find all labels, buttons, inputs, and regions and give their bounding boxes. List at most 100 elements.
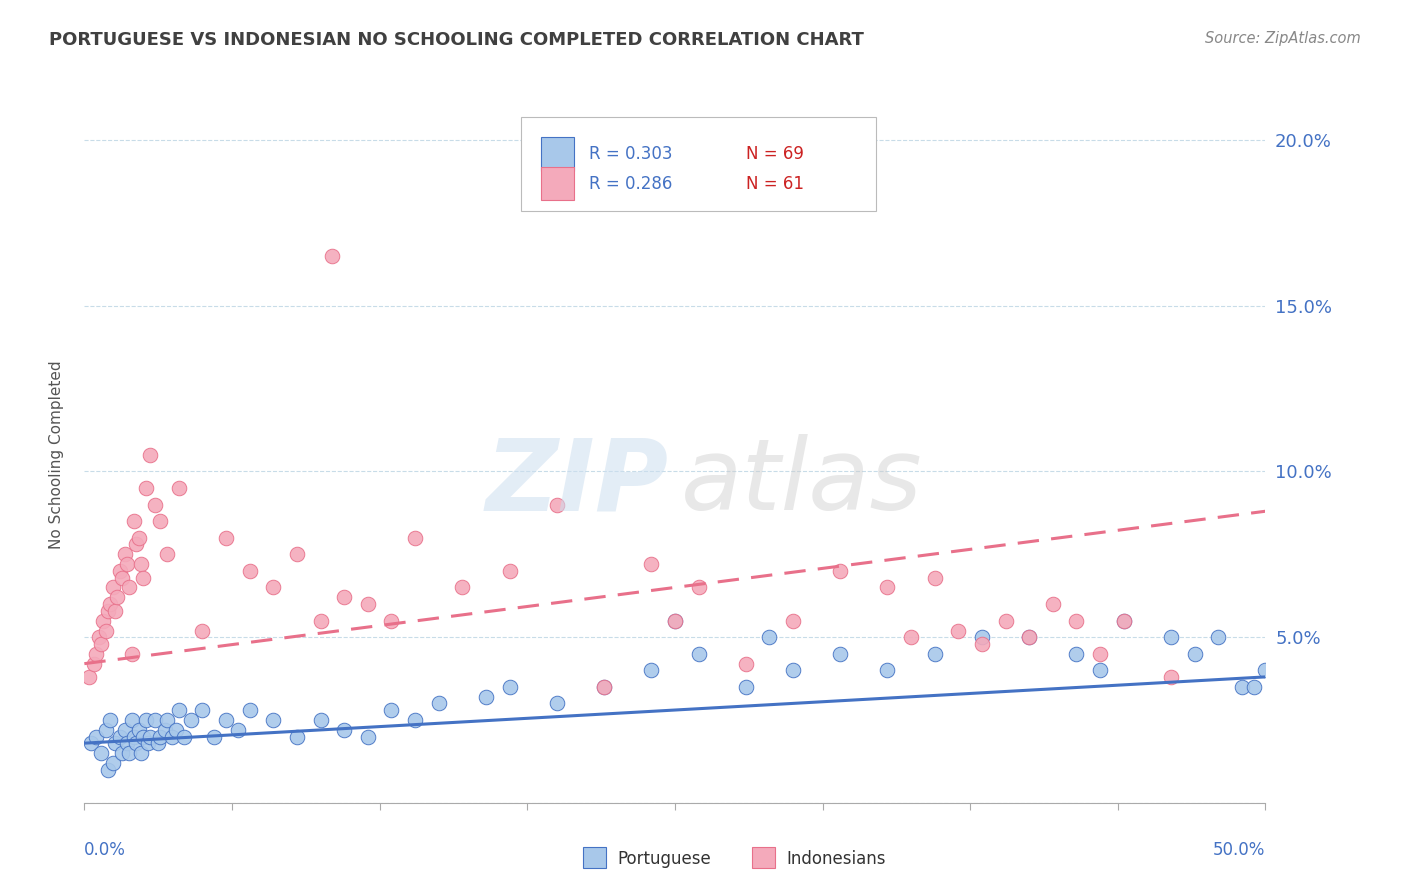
Point: [91, 614, 114, 628]
Point: [1018, 630, 1040, 644]
Point: [970, 630, 993, 644]
Text: R = 0.303: R = 0.303: [589, 145, 672, 163]
Point: [118, 581, 141, 595]
Point: [143, 713, 166, 727]
Text: R = 0.286: R = 0.286: [589, 175, 672, 193]
Point: [191, 703, 214, 717]
Point: [215, 713, 238, 727]
Point: [1088, 647, 1111, 661]
Point: [108, 564, 131, 578]
Text: PORTUGUESE VS INDONESIAN NO SCHOOLING COMPLETED CORRELATION CHART: PORTUGUESE VS INDONESIAN NO SCHOOLING CO…: [49, 31, 865, 49]
Point: [97, 604, 120, 618]
Point: [664, 614, 686, 628]
Point: [114, 723, 136, 737]
Point: [160, 730, 183, 744]
Point: [357, 730, 380, 744]
Point: [215, 531, 238, 545]
Point: [135, 713, 157, 727]
Text: 0.0%: 0.0%: [84, 841, 127, 859]
Point: [1160, 670, 1182, 684]
Point: [994, 614, 1017, 628]
Point: [309, 713, 332, 727]
Point: [546, 498, 568, 512]
Point: [101, 756, 124, 770]
FancyBboxPatch shape: [541, 137, 575, 170]
Point: [830, 564, 852, 578]
Point: [156, 547, 179, 561]
Point: [167, 481, 190, 495]
Point: [125, 537, 148, 551]
Point: [782, 614, 804, 628]
Point: [104, 604, 127, 618]
Text: Portuguese: Portuguese: [617, 850, 711, 868]
Point: [149, 514, 172, 528]
Point: [80, 736, 103, 750]
Text: Indonesians: Indonesians: [786, 850, 886, 868]
Point: [121, 647, 143, 661]
Point: [97, 763, 120, 777]
Point: [104, 736, 127, 750]
Point: [1230, 680, 1253, 694]
Point: [167, 703, 190, 717]
Point: [640, 558, 662, 572]
Point: [262, 713, 284, 727]
Point: [380, 614, 402, 628]
Point: [475, 690, 498, 704]
Point: [128, 531, 150, 545]
Point: [924, 570, 946, 584]
Point: [94, 723, 117, 737]
Point: [94, 624, 117, 638]
Point: [546, 697, 568, 711]
Point: [135, 481, 157, 495]
Point: [734, 657, 756, 671]
Point: [121, 713, 143, 727]
Point: [640, 663, 662, 677]
Point: [90, 637, 112, 651]
Point: [122, 730, 145, 744]
Point: [129, 558, 152, 572]
Point: [115, 558, 138, 572]
Text: atlas: atlas: [681, 434, 922, 532]
Point: [688, 647, 710, 661]
Point: [1206, 630, 1229, 644]
Point: [146, 736, 169, 750]
Point: [115, 736, 138, 750]
Point: [107, 591, 129, 605]
Point: [498, 564, 520, 578]
Point: [114, 547, 136, 561]
Point: [758, 630, 780, 644]
Point: [948, 624, 970, 638]
Point: [139, 730, 162, 744]
Point: [1088, 663, 1111, 677]
Point: [128, 723, 150, 737]
Point: [498, 680, 520, 694]
Point: [202, 730, 225, 744]
Point: [1018, 630, 1040, 644]
Point: [1184, 647, 1206, 661]
Point: [77, 670, 100, 684]
Point: [285, 547, 308, 561]
Point: [262, 581, 284, 595]
Point: [900, 630, 922, 644]
Point: [166, 723, 188, 737]
Point: [129, 746, 152, 760]
Point: [404, 531, 426, 545]
Point: [1066, 614, 1088, 628]
Point: [84, 730, 107, 744]
Point: [830, 647, 852, 661]
Point: [1160, 630, 1182, 644]
Point: [136, 736, 159, 750]
Point: [333, 723, 356, 737]
Point: [191, 624, 214, 638]
FancyBboxPatch shape: [541, 167, 575, 201]
Point: [239, 703, 262, 717]
Text: ZIP: ZIP: [486, 434, 669, 532]
Point: [180, 713, 202, 727]
Point: [688, 581, 710, 595]
Point: [427, 697, 450, 711]
Point: [309, 614, 332, 628]
Point: [156, 713, 179, 727]
Point: [84, 647, 107, 661]
Text: N = 61: N = 61: [745, 175, 804, 193]
Point: [125, 736, 148, 750]
